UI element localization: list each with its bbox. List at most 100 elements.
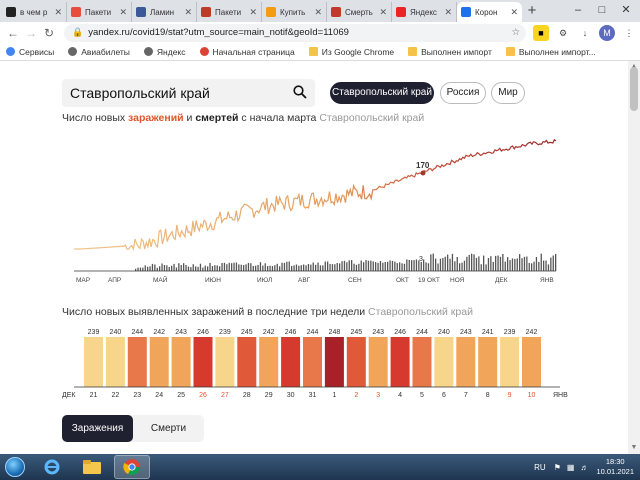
browser-tab[interactable]: Пакети ✕ — [67, 2, 132, 22]
tab-cases[interactable]: Заражения — [62, 415, 133, 442]
day-bar[interactable] — [522, 337, 541, 387]
minimize-button[interactable]: – — [574, 4, 582, 16]
day-bar[interactable] — [127, 337, 147, 387]
search-input[interactable]: Ставропольский край — [62, 79, 315, 107]
address-bar[interactable]: 🔒 yandex.ru/covid19/stat?utm_source=main… — [64, 23, 526, 42]
day-bar[interactable] — [390, 337, 410, 387]
close-tab-icon[interactable]: ✕ — [119, 6, 127, 17]
close-tab-icon[interactable]: ✕ — [249, 6, 257, 17]
deaths-bar — [495, 255, 497, 271]
browser-tab[interactable]: Смерть ✕ — [327, 2, 392, 22]
browser-tab[interactable]: Пакети ✕ — [197, 2, 262, 22]
deaths-bar — [396, 263, 398, 271]
taskbar-explorer[interactable] — [74, 455, 110, 479]
start-button[interactable] — [0, 454, 30, 480]
bar-value-label: 239 — [88, 329, 100, 336]
taskbar-ie[interactable] — [34, 455, 70, 479]
globe-icon — [143, 47, 153, 56]
day-bar[interactable] — [434, 337, 454, 387]
close-window-button[interactable]: ✕ — [621, 4, 631, 16]
day-bar[interactable] — [456, 337, 476, 387]
back-arrow-icon[interactable]: ← — [7, 25, 19, 40]
scroll-down-icon[interactable]: ▼ — [630, 444, 638, 451]
day-bar[interactable] — [193, 337, 213, 387]
avatar[interactable]: M — [599, 24, 615, 41]
network-icon[interactable]: ▦ — [566, 462, 575, 472]
maximize-button[interactable]: □ — [598, 4, 606, 16]
puzzle-icon[interactable]: ⚙ — [558, 27, 568, 38]
clock[interactable]: 18:30 10.01.2021 — [596, 457, 634, 477]
deaths-bar — [267, 266, 269, 271]
bookmark-item[interactable]: Начальная страница — [199, 47, 295, 57]
day-bar[interactable] — [346, 337, 366, 387]
flag-icon[interactable]: ⚑ — [553, 462, 561, 472]
new-tab-button[interactable]: + — [527, 2, 537, 19]
scroll-up-icon[interactable]: ▲ — [628, 61, 640, 73]
day-bar[interactable] — [368, 337, 388, 387]
tab-deaths[interactable]: Смерти — [150, 423, 187, 434]
bookmark-item[interactable]: Из Google Chrome — [308, 47, 394, 57]
close-tab-icon[interactable]: ✕ — [379, 6, 387, 17]
deaths-bar — [372, 261, 374, 271]
region-button-russia[interactable]: Россия — [440, 82, 486, 104]
day-bar[interactable] — [500, 337, 520, 387]
bookmark-item[interactable]: Сервисы — [6, 47, 54, 57]
reload-icon[interactable]: ↻ — [43, 25, 55, 40]
bar-value-label: 246 — [394, 329, 406, 336]
extension-icon[interactable]: ■ — [533, 24, 549, 41]
day-bar[interactable] — [324, 337, 344, 387]
close-tab-icon[interactable]: ✕ — [444, 6, 452, 17]
day-bar[interactable] — [149, 337, 169, 387]
day-bar[interactable] — [412, 337, 432, 387]
close-tab-icon[interactable]: ✕ — [54, 6, 62, 17]
download-icon[interactable]: ↓ — [582, 27, 588, 38]
scroll-thumb[interactable] — [630, 67, 638, 111]
day-tick-label: 24 — [155, 392, 163, 399]
deaths-bar — [154, 264, 156, 271]
bookmark-item[interactable]: Яндекс — [143, 47, 186, 57]
region-button-world[interactable]: Мир — [491, 82, 525, 104]
deaths-bar — [211, 266, 214, 271]
close-tab-icon[interactable]: ✕ — [184, 6, 192, 17]
deaths-bar — [478, 256, 480, 271]
day-bar[interactable] — [237, 337, 257, 387]
browser-tab[interactable]: Купить ✕ — [262, 2, 327, 22]
deaths-bar — [550, 257, 552, 271]
day-bar[interactable] — [105, 337, 125, 387]
day-bar[interactable] — [84, 337, 103, 387]
day-bar[interactable] — [259, 337, 279, 387]
browser-tab[interactable]: в чем р ✕ — [2, 2, 67, 22]
browser-tab[interactable]: Корон ✕ — [457, 2, 522, 22]
day-bar[interactable] — [478, 337, 498, 387]
star-icon[interactable]: ☆ — [511, 27, 520, 38]
day-bar[interactable] — [215, 337, 235, 387]
deaths-bar — [379, 261, 382, 271]
browser-tab[interactable]: Ламин ✕ — [132, 2, 197, 22]
language-indicator[interactable]: RU — [534, 462, 546, 472]
search-icon[interactable] — [293, 85, 307, 99]
deaths-bar — [480, 264, 482, 271]
bookmark-item[interactable]: Выполнен импорт — [408, 47, 492, 57]
menu-icon[interactable]: ⋮ — [624, 27, 634, 38]
deaths-bar — [207, 266, 209, 271]
taskbar-chrome[interactable] — [114, 455, 150, 479]
deaths-bar — [223, 262, 226, 271]
day-bar[interactable] — [281, 337, 301, 387]
forward-arrow-icon[interactable]: → — [25, 25, 37, 40]
deaths-bar — [199, 263, 202, 271]
deaths-bar — [195, 266, 197, 271]
bookmark-item[interactable]: Выполнен импорт... — [505, 47, 596, 57]
scrollbar[interactable]: ▲ ▼ — [628, 61, 640, 454]
volume-icon[interactable]: ♬ — [580, 462, 589, 472]
day-bar[interactable] — [171, 337, 191, 387]
bookmark-item[interactable]: Авиабилеты — [68, 47, 130, 57]
close-tab-icon[interactable]: ✕ — [510, 6, 518, 17]
browser-tab[interactable]: Яндекс ✕ — [392, 2, 457, 22]
deaths-bar — [411, 260, 413, 271]
close-tab-icon[interactable]: ✕ — [314, 6, 322, 17]
deaths-bar — [327, 261, 329, 271]
deaths-bar — [363, 262, 365, 271]
day-bar[interactable] — [303, 337, 322, 387]
region-button-stavropol[interactable]: Ставропольский край — [330, 82, 434, 104]
deaths-bar — [288, 261, 290, 271]
